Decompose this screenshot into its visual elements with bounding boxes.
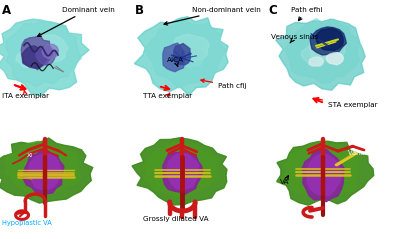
Polygon shape (146, 18, 227, 88)
Polygon shape (301, 46, 327, 65)
Polygon shape (169, 34, 209, 62)
Polygon shape (310, 27, 346, 55)
Text: Venous sinus: Venous sinus (271, 34, 318, 43)
Polygon shape (29, 35, 68, 64)
Polygon shape (167, 153, 198, 189)
Polygon shape (307, 153, 341, 196)
Polygon shape (183, 172, 194, 177)
Polygon shape (276, 19, 365, 90)
Polygon shape (55, 170, 65, 174)
Polygon shape (29, 154, 61, 190)
Polygon shape (316, 28, 343, 50)
Polygon shape (302, 149, 344, 202)
Polygon shape (134, 17, 228, 95)
Polygon shape (314, 174, 326, 180)
Polygon shape (22, 46, 47, 68)
Text: A: A (2, 4, 11, 16)
Polygon shape (187, 160, 200, 166)
Polygon shape (304, 162, 318, 169)
Text: VA: VA (280, 176, 290, 185)
Polygon shape (4, 141, 80, 196)
Polygon shape (284, 19, 360, 83)
Polygon shape (24, 150, 64, 194)
Polygon shape (34, 174, 46, 180)
Polygon shape (6, 22, 82, 87)
Polygon shape (50, 160, 62, 165)
Text: XI: XI (26, 153, 32, 158)
Text: Non-dominant vein: Non-dominant vein (164, 6, 261, 25)
Polygon shape (277, 141, 374, 205)
Polygon shape (163, 43, 185, 72)
Polygon shape (174, 43, 190, 65)
Polygon shape (326, 53, 344, 65)
Text: STA exemplar: STA exemplar (315, 98, 378, 108)
Text: Hypoplastic VA: Hypoplastic VA (2, 220, 52, 226)
Polygon shape (309, 35, 347, 61)
Text: Dominant vein: Dominant vein (38, 6, 115, 36)
Polygon shape (325, 173, 336, 178)
Polygon shape (47, 172, 58, 177)
Polygon shape (22, 172, 34, 177)
Polygon shape (329, 161, 342, 166)
Text: ITA exemplar: ITA exemplar (2, 90, 49, 99)
Polygon shape (0, 19, 89, 96)
Text: B: B (135, 4, 144, 16)
Text: AICA: AICA (167, 57, 184, 66)
Text: Path cfij: Path cfij (201, 79, 246, 89)
Text: Path efhi: Path efhi (291, 6, 323, 21)
Text: Variant AICA: Variant AICA (348, 150, 389, 157)
Polygon shape (21, 36, 52, 70)
Text: Grossly dilated VA: Grossly dilated VA (143, 216, 209, 223)
Polygon shape (283, 142, 358, 195)
Polygon shape (36, 46, 56, 65)
Polygon shape (309, 57, 323, 66)
Polygon shape (163, 149, 203, 194)
Text: TTA exemplar: TTA exemplar (143, 92, 192, 99)
Polygon shape (172, 174, 185, 179)
Polygon shape (132, 138, 227, 205)
Polygon shape (0, 138, 93, 203)
Polygon shape (181, 46, 204, 67)
Polygon shape (16, 48, 46, 68)
Text: C: C (269, 4, 278, 16)
Polygon shape (143, 142, 218, 196)
Polygon shape (42, 44, 58, 59)
Polygon shape (25, 161, 39, 168)
Polygon shape (163, 162, 177, 168)
